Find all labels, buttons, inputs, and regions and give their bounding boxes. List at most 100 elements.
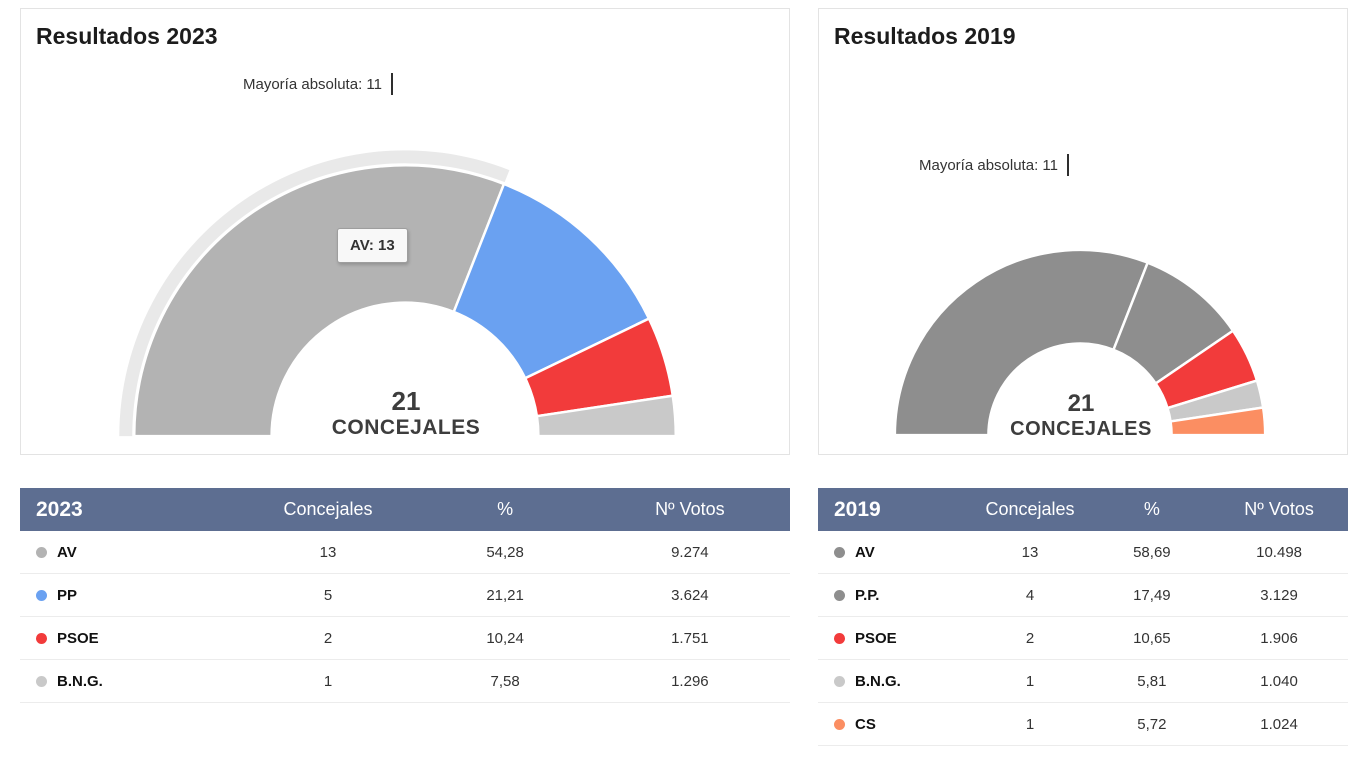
col-header-percent: %: [1143, 499, 1160, 519]
party-color-dot: [834, 632, 845, 644]
party-cell: AV: [20, 544, 236, 561]
seats-halfdonut-2019: [893, 248, 1267, 437]
seat-slice-av[interactable]: [893, 248, 1150, 437]
votes-cell: 3.624: [671, 586, 709, 604]
results-panel-2019: Resultados 2019 Mayoría absoluta: 11 21 …: [818, 8, 1348, 455]
votes-cell: 1.040: [1260, 672, 1298, 690]
party-cell: PSOE: [818, 630, 966, 647]
pct-cell: 5,72: [1137, 715, 1167, 733]
seats-cell: 5: [323, 586, 333, 604]
highlight-halo-AV: [119, 150, 510, 437]
total-seats-value: 21: [391, 386, 421, 416]
tooltip-text: AV: 13: [350, 237, 395, 254]
chart-tooltip: AV: 13: [337, 228, 408, 263]
votes-cell: 1.024: [1260, 715, 1298, 733]
party-color-dot: [834, 546, 845, 558]
col-header-year: 2019: [834, 497, 881, 521]
party-color-dot: [36, 632, 47, 644]
col-header-concejales: Concejales: [283, 499, 373, 519]
party-color-dot: [36, 546, 47, 558]
panel-title-2023: Resultados 2023: [36, 23, 218, 49]
seat-slice-cs[interactable]: [1169, 406, 1267, 437]
seats-cell: 4: [1025, 586, 1035, 604]
majority-marker-2019: Mayoría absoluta: 11: [919, 154, 1069, 176]
total-seats-caption: CONCEJALES: [1010, 418, 1152, 440]
pct-cell: 17,49: [1133, 586, 1171, 604]
majority-label: Mayoría absoluta: 11: [919, 156, 1058, 174]
total-seats-caption: CONCEJALES: [331, 416, 481, 439]
seats-cell: 2: [323, 629, 333, 647]
pct-cell: 10,65: [1133, 629, 1171, 647]
total-seats-label-2023: 21 CONCEJALES: [256, 387, 556, 441]
seat-slice-bng[interactable]: [535, 394, 678, 438]
seats-cell: 1: [1025, 715, 1035, 733]
party-name: AV: [855, 543, 875, 561]
votes-cell: 1.751: [671, 629, 709, 647]
majority-marker-2023: Mayoría absoluta: 11: [243, 73, 393, 95]
majority-tick-line: [1066, 154, 1069, 176]
table-header-row: 2023 Concejales % Nº Votos: [20, 488, 790, 531]
party-row-av: AV 13 58,69 10.498: [818, 531, 1348, 574]
seats-cell: 13: [1021, 543, 1039, 561]
votes-cell: 9.274: [671, 543, 709, 561]
party-row-cs: CS 1 5,72 1.024: [818, 703, 1348, 746]
table-header-row: 2019 Concejales % Nº Votos: [818, 488, 1348, 531]
party-name: CS: [855, 715, 876, 733]
party-row-av: AV 13 54,28 9.274: [20, 531, 790, 574]
pct-cell: 58,69: [1133, 543, 1171, 561]
pct-cell: 5,81: [1137, 672, 1167, 690]
party-row-bng: B.N.G. 1 5,81 1.040: [818, 660, 1348, 703]
votes-cell: 1.906: [1260, 629, 1298, 647]
party-name: PSOE: [855, 629, 897, 647]
party-name: B.N.G.: [855, 672, 901, 690]
party-row-psoe: PSOE 2 10,65 1.906: [818, 617, 1348, 660]
party-name: P.P.: [855, 586, 880, 604]
seats-cell: 1: [1025, 672, 1035, 690]
party-color-dot: [36, 589, 47, 601]
party-color-dot: [834, 675, 845, 687]
party-cell: B.N.G.: [818, 673, 966, 690]
votes-cell: 1.296: [671, 672, 709, 690]
majority-tick-line: [390, 73, 393, 95]
party-row-pp: PP 5 21,21 3.624: [20, 574, 790, 617]
results-table-2023: 2023 Concejales % Nº Votos AV 13 54,28 9.27…: [20, 488, 790, 703]
party-name: PP: [57, 586, 78, 604]
party-cell: B.N.G.: [20, 673, 236, 690]
pct-cell: 10,24: [486, 629, 524, 647]
results-panel-2023: Resultados 2023 Mayoría absoluta: 11 AV:…: [20, 8, 790, 455]
party-cell: AV: [818, 544, 966, 561]
pct-cell: 54,28: [486, 543, 524, 561]
results-table-2019: 2019 Concejales % Nº Votos AV 13 58,69 10.4…: [818, 488, 1348, 746]
pct-cell: 21,21: [486, 586, 524, 604]
total-seats-label-2019: 21 CONCEJALES: [931, 391, 1231, 441]
party-color-dot: [36, 675, 47, 687]
col-header-percent: %: [497, 499, 514, 519]
panel-title-2019: Resultados 2019: [834, 23, 1016, 49]
table-body-2023: AV 13 54,28 9.274 PP 5 21,21 3.624 PSOE 2 10,24 1.7…: [20, 531, 790, 703]
votes-cell: 10.498: [1256, 543, 1303, 561]
party-cell: P.P.: [818, 587, 966, 604]
party-row-pp: P.P. 4 17,49 3.129: [818, 574, 1348, 617]
party-name: AV: [57, 543, 77, 561]
total-seats-value: 21: [1067, 390, 1095, 417]
party-color-dot: [834, 589, 845, 601]
col-header-concejales: Concejales: [985, 499, 1075, 519]
party-row-psoe: PSOE 2 10,24 1.751: [20, 617, 790, 660]
majority-label: Mayoría absoluta: 11: [243, 75, 382, 93]
party-name: PSOE: [57, 629, 99, 647]
party-cell: PP: [20, 587, 236, 604]
party-name: B.N.G.: [57, 672, 103, 690]
table-body-2019: AV 13 58,69 10.498 P.P. 4 17,49 3.129 PSOE 2 10,65…: [818, 531, 1348, 746]
pct-cell: 7,58: [490, 672, 520, 690]
seats-halfdonut-2023: [119, 150, 678, 438]
party-cell: PSOE: [20, 630, 236, 647]
col-header-votes: Nº Votos: [655, 499, 725, 519]
col-header-votes: Nº Votos: [1244, 499, 1314, 519]
seats-cell: 2: [1025, 629, 1035, 647]
col-header-year: 2023: [36, 497, 83, 521]
party-cell: CS: [818, 716, 966, 733]
seats-cell: 1: [323, 672, 333, 690]
votes-cell: 3.129: [1260, 586, 1298, 604]
party-color-dot: [834, 718, 845, 730]
seat-slice-av[interactable]: [132, 164, 506, 438]
